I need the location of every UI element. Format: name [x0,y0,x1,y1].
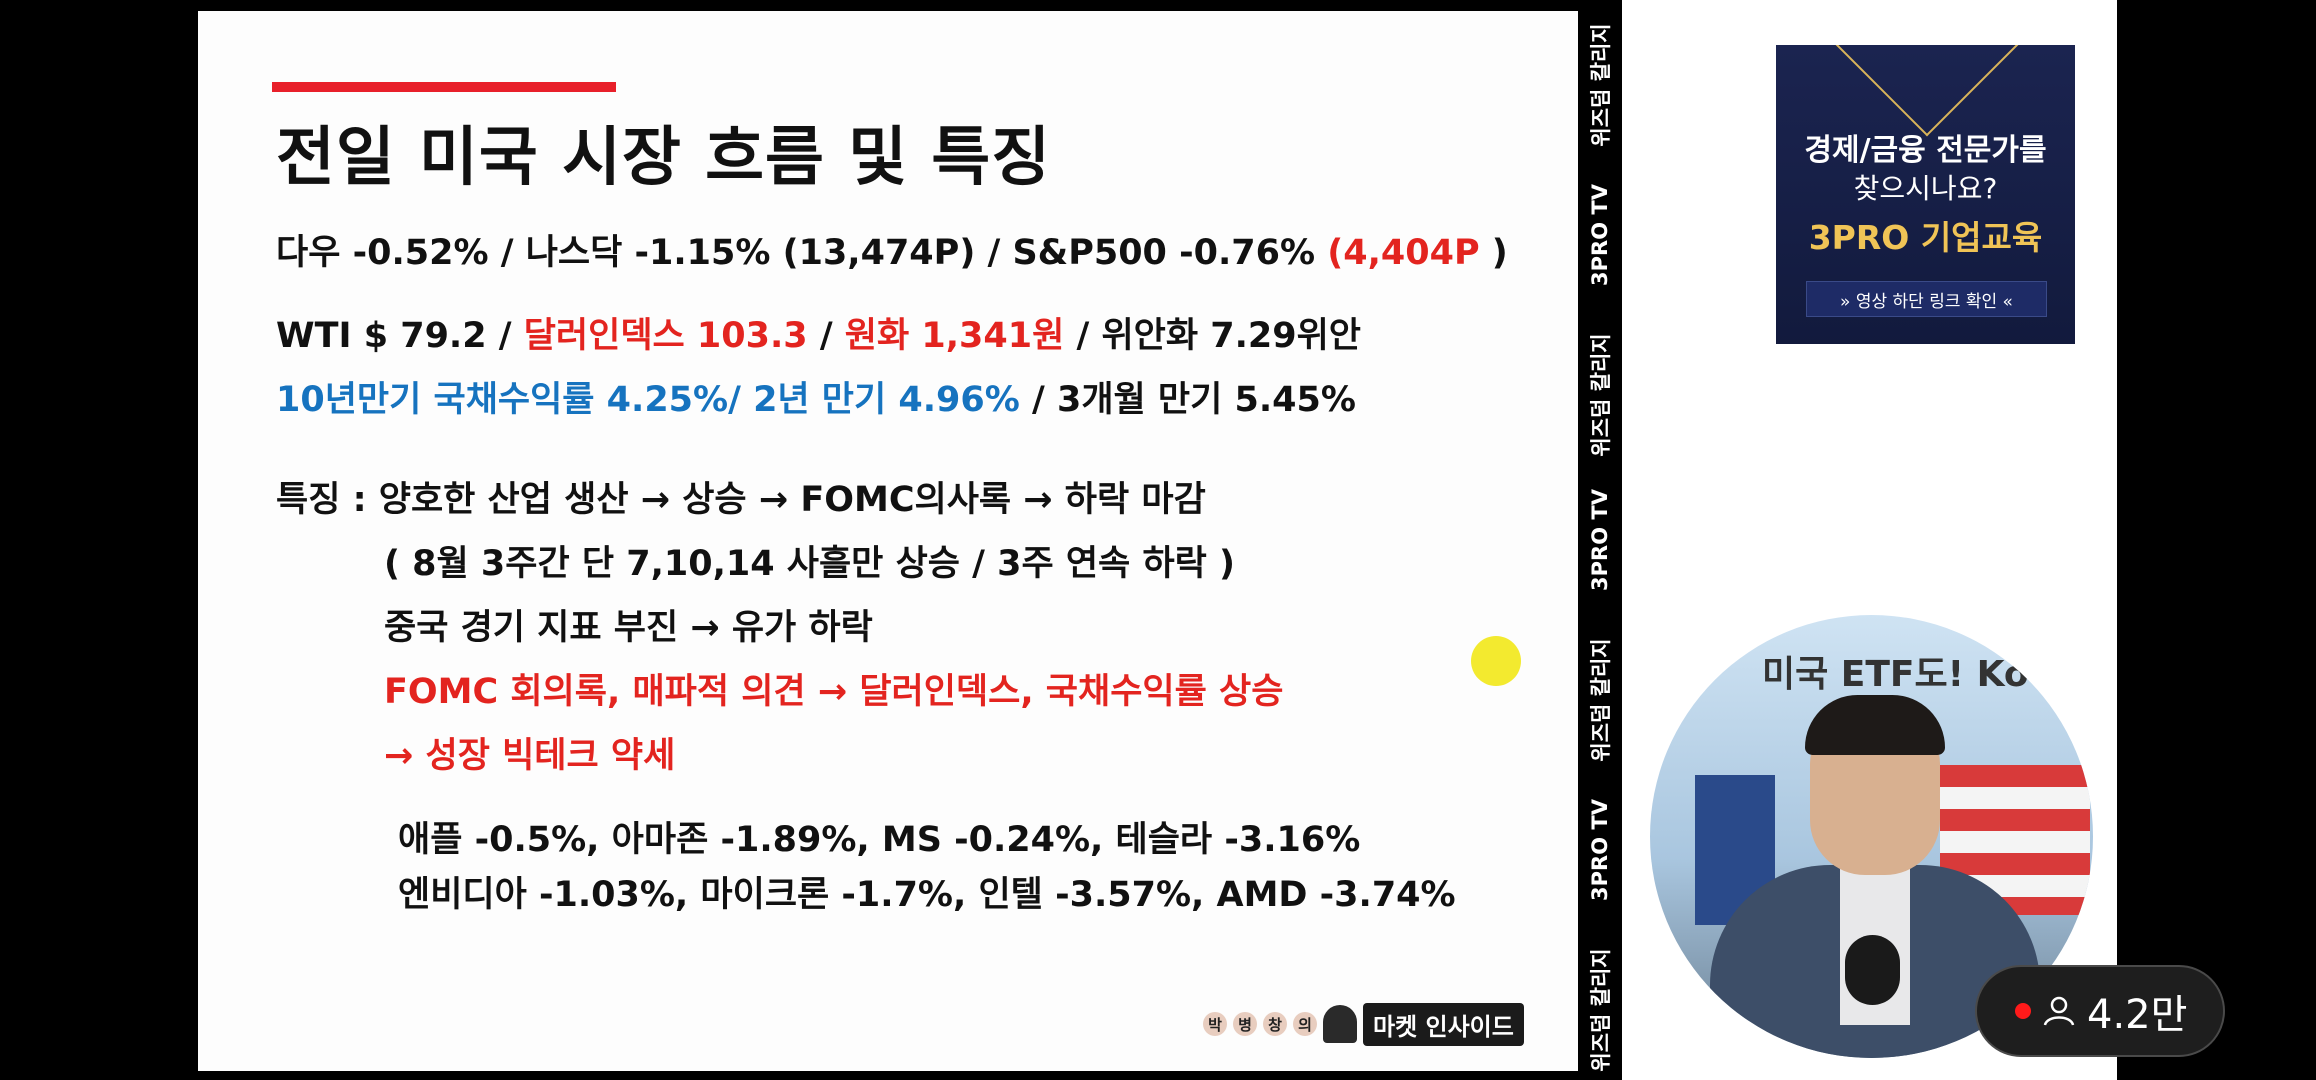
stocks-line-1: 애플 -0.5%, 아마존 -1.89%, MS -0.24%, 테슬라 -3.… [398,820,1361,860]
watermark-badge: 병 [1233,1012,1257,1036]
features-line: 특징 : 양호한 산업 생산 → 상승 → FOMC의사록 → 하락 마감 [276,480,1206,520]
chevron-decoration-icon [1826,45,2028,137]
ad-line-1: 경제/금융 전문가를 [1804,133,2047,168]
ad-line-2: 찾으시나요? [1853,172,1998,205]
host-silhouette-icon [1323,1005,1357,1043]
live-dot-icon [2015,1003,2031,1019]
slide-title: 전일 미국 시장 흐름 및 특징 [276,121,1052,195]
bond-yield-line: 10년만기 국채수익률 4.25%/ 2년 만기 4.96% / 3개월 만기 … [276,380,1356,420]
strip-label: 위즈덤 칼리지 [1589,23,1613,147]
stocks-line-2: 엔비디아 -1.03%, 마이크론 -1.7%, 인텔 -3.57%, AMD … [398,875,1456,915]
ad-headline: 3PRO 기업교육 [1808,218,2043,257]
features-note-line: ( 8월 3주간 단 7,10,14 사흘만 상승 / 3주 연속 하락 ) [384,544,1236,584]
ad-link-button[interactable]: » 영상 하단 링크 확인 « [1806,281,2047,317]
commodity-fx-line: WTI $ 79.2 / 달러인덱스 103.3 / 원화 1,341원 / 위… [276,316,1361,356]
watermark-badge: 의 [1293,1012,1317,1036]
strip-label: 3PRO TV [1588,489,1612,591]
viewer-count: 4.2만 [2087,992,2188,1038]
ad-banner[interactable]: 경제/금융 전문가를 찾으시나요? 3PRO 기업교육 » 영상 하단 링크 확… [1776,45,2075,344]
index-summary-line: 다우 -0.52% / 나스닥 -1.15% (13,474P) / S&P50… [276,233,1508,273]
show-watermark: 박 병 창 의 마켓 인사이드 [1203,1002,1524,1046]
strip-label: 3PRO TV [1588,184,1612,286]
live-viewer-badge[interactable]: 4.2만 [1975,965,2225,1057]
fomc-line: FOMC 회의록, 매파적 의견 → 달러인덱스, 국채수익률 상승 [384,672,1284,712]
watermark-text: 마켓 인사이드 [1363,1002,1524,1046]
watermark-badge: 박 [1203,1012,1227,1036]
backdrop-text: 미국 ETF도! Kod [1762,654,2055,695]
china-line: 중국 경기 지표 부진 → 유가 하락 [384,608,873,648]
pointer-highlight [1471,636,1521,686]
watermark-badge: 창 [1263,1012,1287,1036]
title-accent-bar [272,82,616,92]
strip-label: 위즈덤 칼리지 [1589,638,1613,762]
host-camera-feed: 미국 ETF도! Kod [1650,615,2093,1058]
strip-label: 위즈덤 칼리지 [1589,333,1613,457]
vertical-channel-strip: 위즈덤 칼리지 3PRO TV 위즈덤 칼리지 3PRO TV 위즈덤 칼리지 … [1578,0,1622,1080]
strip-label: 3PRO TV [1588,799,1612,901]
bigtech-line: → 성장 빅테크 약세 [384,736,676,776]
person-icon [2043,996,2075,1026]
presentation-slide: 전일 미국 시장 흐름 및 특징 다우 -0.52% / 나스닥 -1.15% … [198,11,1578,1071]
microphone-icon [1845,935,1900,1005]
strip-label: 위즈덤 칼리지 [1589,948,1613,1072]
host-hair [1805,695,1945,755]
